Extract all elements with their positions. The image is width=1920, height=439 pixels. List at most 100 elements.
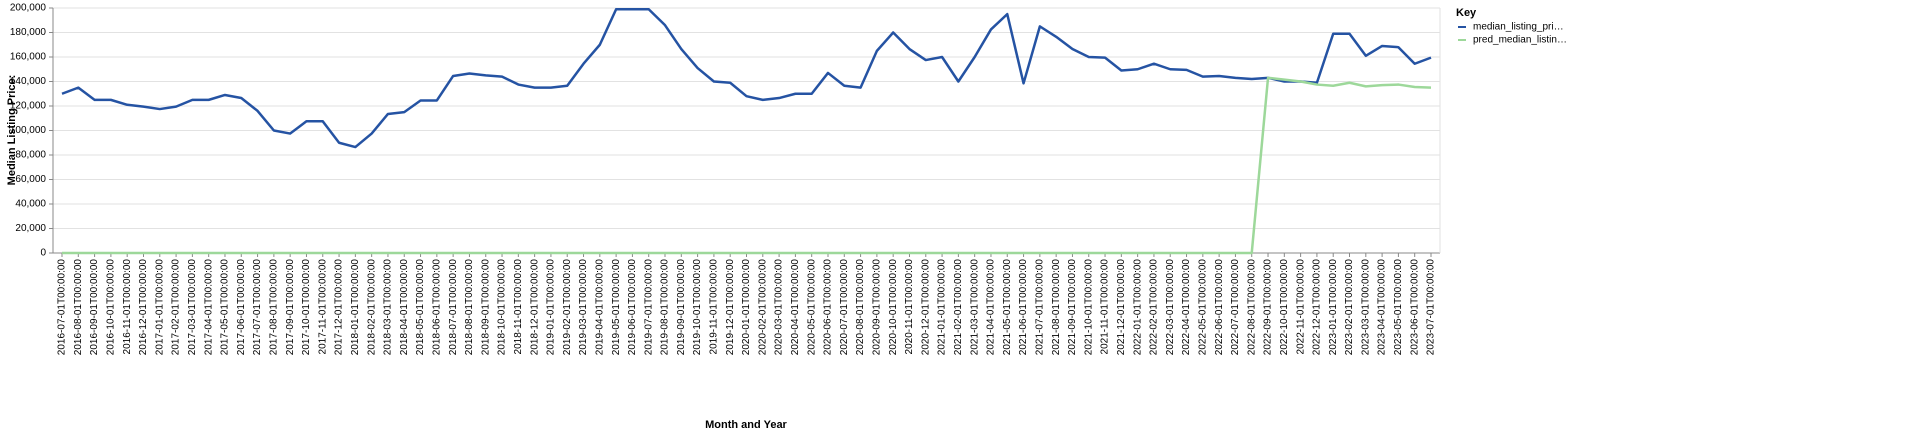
x-tick-label: 2023-06-01T00:00:00 [1409, 259, 1420, 356]
x-axis-label: Month and Year [705, 419, 787, 431]
y-tick-label: 80,000 [15, 150, 46, 161]
x-tick-label: 2017-11-01T00:00:00 [317, 259, 328, 355]
x-tick-label: 2021-10-01T00:00:00 [1083, 259, 1094, 356]
x-tick-label: 2019-09-01T00:00:00 [676, 259, 687, 356]
x-tick-label: 2022-09-01T00:00:00 [1263, 259, 1274, 356]
x-tick-label: 2022-12-01T00:00:00 [1312, 259, 1323, 356]
x-tick-label: 2017-05-01T00:00:00 [220, 259, 231, 356]
y-tick-label: 40,000 [15, 199, 46, 210]
x-tick-label: 2020-09-01T00:00:00 [872, 259, 883, 356]
x-tick-label: 2022-04-01T00:00:00 [1181, 259, 1192, 356]
x-tick-label: 2020-10-01T00:00:00 [888, 259, 899, 356]
x-tick-label: 2022-07-01T00:00:00 [1230, 259, 1241, 356]
x-tick-label: 2017-10-01T00:00:00 [301, 259, 312, 356]
y-axis-label: Median Listing Price: [6, 75, 18, 186]
legend-label: median_listing_pri… [1473, 22, 1564, 33]
x-tick-label: 2021-05-01T00:00:00 [1002, 259, 1013, 356]
x-tick-label: 2020-06-01T00:00:00 [823, 259, 834, 356]
y-tick-label: 20,000 [15, 223, 46, 234]
x-tick-label: 2023-02-01T00:00:00 [1344, 259, 1355, 356]
series-line [61, 7, 1432, 149]
x-tick-label: 2019-07-01T00:00:00 [643, 259, 654, 356]
x-tick-label: 2020-11-01T00:00:00 [904, 259, 915, 355]
x-tick-label: 2017-06-01T00:00:00 [236, 259, 247, 356]
x-tick-label: 2016-08-01T00:00:00 [73, 259, 84, 356]
x-tick-label: 2021-08-01T00:00:00 [1051, 259, 1062, 356]
x-tick-label: 2017-04-01T00:00:00 [203, 259, 214, 356]
y-tick-label: 60,000 [15, 174, 46, 185]
y-tick-label: 0 [40, 248, 46, 259]
x-tick-label: 2017-09-01T00:00:00 [285, 259, 296, 356]
x-tick-label: 2022-02-01T00:00:00 [1149, 259, 1160, 356]
x-tick-label: 2023-07-01T00:00:00 [1426, 259, 1437, 356]
x-tick-label: 2018-02-01T00:00:00 [366, 259, 377, 356]
x-tick-label: 2023-01-01T00:00:00 [1328, 259, 1339, 356]
x-tick-label: 2020-02-01T00:00:00 [757, 259, 768, 356]
x-tick-label: 2021-02-01T00:00:00 [953, 259, 964, 356]
y-tick-label: 120,000 [10, 101, 47, 112]
x-tick-label: 2022-11-01T00:00:00 [1295, 259, 1306, 355]
x-tick-label: 2020-04-01T00:00:00 [790, 259, 801, 356]
x-tick-label: 2019-05-01T00:00:00 [611, 259, 622, 356]
x-tick-label: 2016-12-01T00:00:00 [138, 259, 149, 356]
x-tick-label: 2023-04-01T00:00:00 [1377, 259, 1388, 356]
x-tick-label: 2019-01-01T00:00:00 [546, 259, 557, 356]
x-tick-label: 2016-09-01T00:00:00 [89, 259, 100, 356]
x-tick-label: 2019-08-01T00:00:00 [660, 259, 671, 356]
x-tick-label: 2023-03-01T00:00:00 [1360, 259, 1371, 356]
x-tick-label: 2018-10-01T00:00:00 [497, 259, 508, 356]
x-tick-label: 2020-03-01T00:00:00 [774, 259, 785, 356]
x-tick-label: 2020-05-01T00:00:00 [806, 259, 817, 356]
x-tick-label: 2018-03-01T00:00:00 [383, 259, 394, 356]
x-tick-label: 2021-09-01T00:00:00 [1067, 259, 1078, 356]
x-tick-label: 2016-10-01T00:00:00 [106, 259, 117, 356]
y-tick-label: 100,000 [10, 125, 47, 136]
legend-label: pred_median_listin… [1473, 35, 1567, 46]
x-tick-label: 2017-02-01T00:00:00 [171, 259, 182, 356]
y-tick-label: 140,000 [10, 76, 47, 87]
x-tick-label: 2021-01-01T00:00:00 [937, 259, 948, 356]
x-tick-label: 2022-08-01T00:00:00 [1246, 259, 1257, 356]
x-tick-label: 2018-12-01T00:00:00 [529, 259, 540, 356]
x-tick-label: 2019-11-01T00:00:00 [709, 259, 720, 355]
x-tick-label: 2020-07-01T00:00:00 [839, 259, 850, 356]
x-tick-label: 2016-07-01T00:00:00 [57, 259, 68, 356]
y-tick-label: 160,000 [10, 52, 47, 63]
x-tick-label: 2022-06-01T00:00:00 [1214, 259, 1225, 356]
y-tick-label: 180,000 [10, 27, 47, 38]
x-tick-label: 2017-07-01T00:00:00 [252, 259, 263, 356]
x-tick-label: 2020-12-01T00:00:00 [920, 259, 931, 356]
x-tick-label: 2018-08-01T00:00:00 [464, 259, 475, 356]
x-tick-label: 2017-01-01T00:00:00 [154, 259, 165, 356]
x-tick-label: 2021-03-01T00:00:00 [969, 259, 980, 356]
series-line [62, 76, 1432, 255]
x-tick-label: 2018-01-01T00:00:00 [350, 259, 361, 356]
x-tick-label: 2020-08-01T00:00:00 [855, 259, 866, 356]
x-tick-label: 2018-09-01T00:00:00 [480, 259, 491, 356]
x-tick-label: 2021-04-01T00:00:00 [986, 259, 997, 356]
x-tick-label: 2017-08-01T00:00:00 [269, 259, 280, 356]
x-tick-label: 2023-05-01T00:00:00 [1393, 259, 1404, 356]
x-tick-label: 2021-11-01T00:00:00 [1100, 259, 1111, 355]
x-tick-label: 2022-01-01T00:00:00 [1132, 259, 1143, 356]
x-tick-label: 2021-07-01T00:00:00 [1034, 259, 1045, 356]
x-tick-label: 2018-11-01T00:00:00 [513, 259, 524, 355]
x-tick-label: 2019-06-01T00:00:00 [627, 259, 638, 356]
x-tick-label: 2018-04-01T00:00:00 [399, 259, 410, 356]
x-tick-label: 2019-03-01T00:00:00 [578, 259, 589, 356]
x-tick-label: 2016-11-01T00:00:00 [122, 259, 133, 355]
x-tick-label: 2022-05-01T00:00:00 [1197, 259, 1208, 356]
x-tick-label: 2019-10-01T00:00:00 [692, 259, 703, 356]
x-tick-label: 2017-03-01T00:00:00 [187, 259, 198, 356]
x-tick-label: 2021-12-01T00:00:00 [1116, 259, 1127, 356]
x-tick-label: 2020-01-01T00:00:00 [741, 259, 752, 356]
x-tick-label: 2019-02-01T00:00:00 [562, 259, 573, 356]
x-tick-label: 2019-04-01T00:00:00 [594, 259, 605, 356]
x-tick-label: 2019-12-01T00:00:00 [725, 259, 736, 356]
legend-title: Key [1456, 7, 1477, 19]
y-tick-label: 200,000 [10, 3, 47, 14]
x-tick-label: 2022-03-01T00:00:00 [1165, 259, 1176, 356]
x-tick-label: 2021-06-01T00:00:00 [1018, 259, 1029, 356]
x-tick-label: 2018-05-01T00:00:00 [415, 259, 426, 356]
